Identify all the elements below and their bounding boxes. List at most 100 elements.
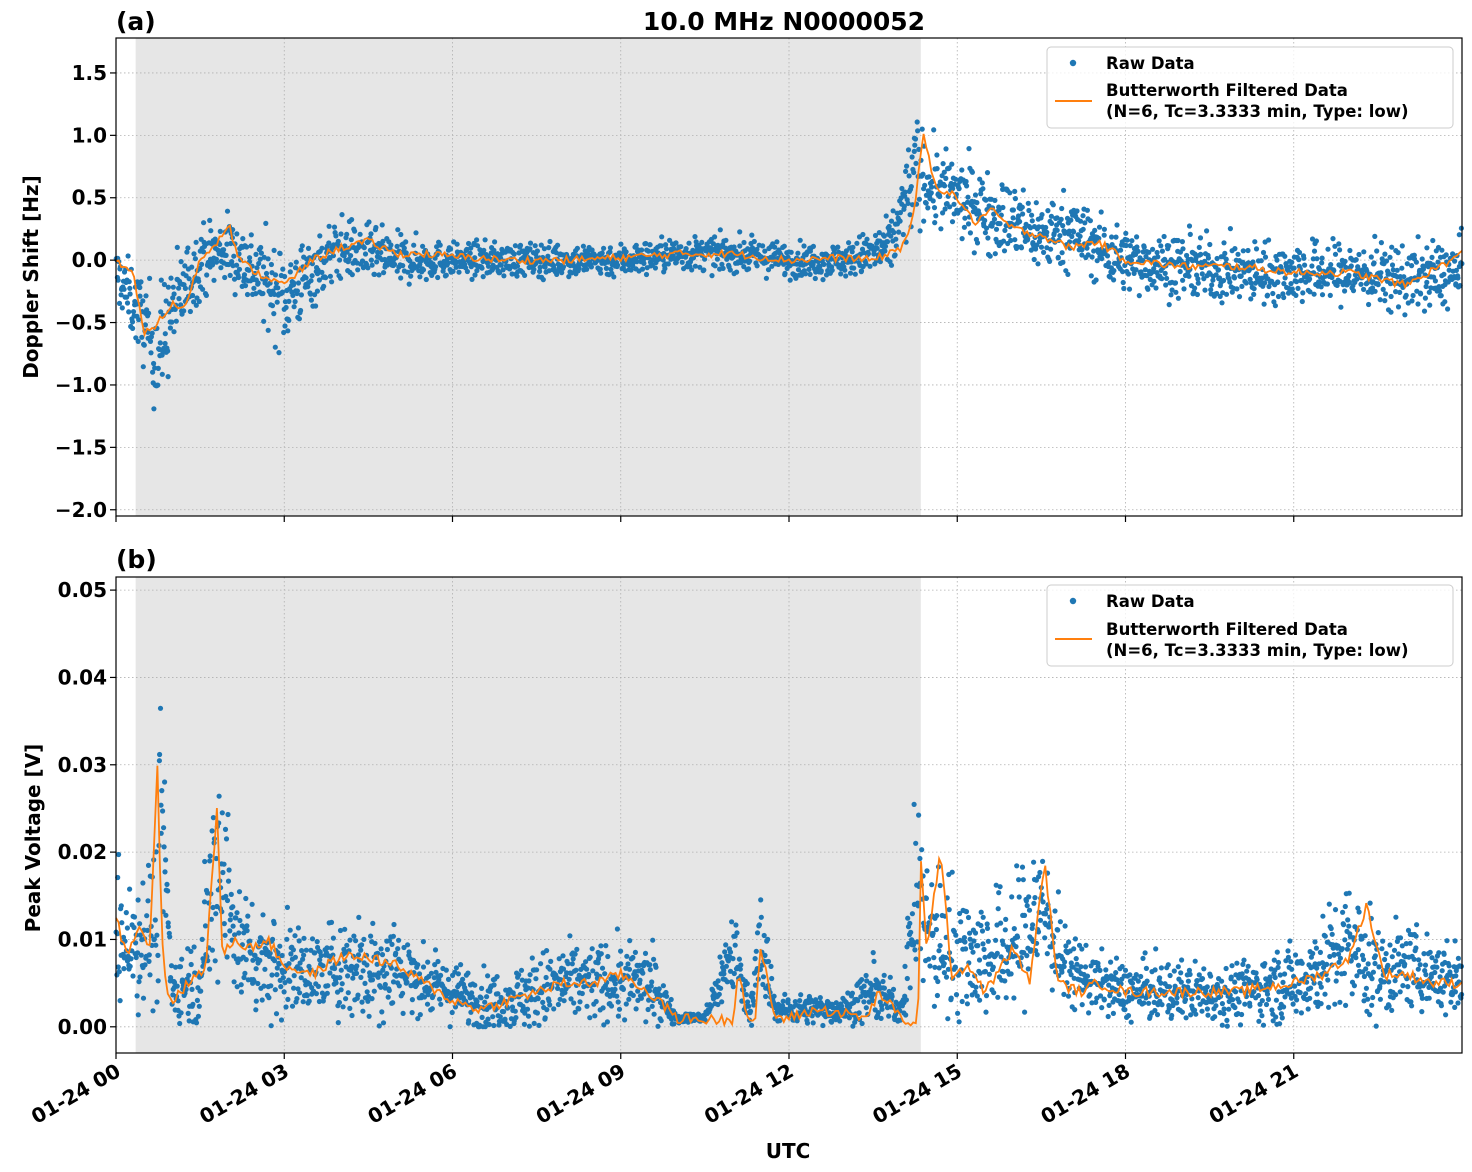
- raw-point: [1049, 220, 1055, 226]
- raw-point: [1285, 948, 1291, 954]
- raw-point: [1409, 298, 1415, 304]
- raw-point: [1156, 238, 1162, 244]
- raw-point: [340, 1004, 346, 1010]
- raw-point: [538, 242, 544, 248]
- raw-point: [1395, 304, 1402, 310]
- raw-point: [1166, 243, 1172, 249]
- raw-point: [997, 221, 1003, 227]
- raw-point: [1113, 955, 1120, 961]
- raw-point: [321, 283, 327, 289]
- raw-point: [301, 952, 307, 958]
- raw-point: [600, 1005, 606, 1011]
- raw-point: [1136, 293, 1142, 299]
- raw-point: [1071, 229, 1077, 235]
- raw-point: [269, 972, 275, 978]
- raw-point: [1422, 295, 1428, 301]
- raw-point: [801, 243, 807, 249]
- raw-point: [965, 914, 972, 921]
- raw-point: [1319, 255, 1325, 261]
- raw-point: [420, 267, 427, 273]
- raw-point: [861, 999, 867, 1005]
- raw-point: [1011, 995, 1017, 1001]
- raw-point: [747, 258, 753, 264]
- raw-point: [313, 991, 319, 997]
- raw-point: [1402, 312, 1408, 318]
- raw-point: [130, 325, 136, 331]
- raw-point: [151, 406, 157, 412]
- raw-point: [190, 1001, 196, 1007]
- raw-point: [196, 1003, 202, 1009]
- raw-point: [882, 243, 889, 249]
- raw-point: [267, 950, 273, 956]
- raw-point: [370, 920, 376, 927]
- raw-point: [1288, 959, 1294, 965]
- raw-point: [1275, 279, 1281, 285]
- raw-point: [342, 926, 348, 932]
- raw-point: [182, 285, 188, 291]
- raw-point: [587, 1015, 593, 1021]
- raw-point: [396, 937, 402, 943]
- raw-point: [156, 758, 162, 764]
- raw-point: [1403, 292, 1409, 298]
- raw-point: [878, 1015, 884, 1022]
- raw-point: [961, 935, 968, 941]
- raw-point: [951, 201, 957, 207]
- raw-point: [919, 126, 925, 132]
- raw-point: [854, 240, 860, 246]
- raw-point: [152, 917, 158, 923]
- raw-point: [970, 949, 976, 955]
- raw-point: [390, 933, 396, 939]
- raw-point: [1057, 919, 1063, 925]
- raw-point: [200, 249, 207, 255]
- raw-point: [167, 325, 173, 331]
- raw-point: [125, 253, 131, 259]
- raw-point: [207, 966, 213, 972]
- raw-point: [299, 948, 305, 954]
- raw-point: [355, 992, 361, 998]
- raw-point: [1125, 1013, 1132, 1019]
- raw-point: [547, 238, 553, 245]
- raw-point: [328, 919, 335, 926]
- raw-point: [161, 825, 167, 831]
- raw-point: [1260, 249, 1267, 256]
- raw-point: [1221, 1011, 1227, 1017]
- raw-point: [692, 234, 698, 240]
- raw-point: [425, 959, 431, 965]
- raw-point: [1443, 252, 1449, 258]
- raw-point: [1037, 869, 1043, 876]
- raw-point: [993, 937, 999, 943]
- raw-point: [859, 1020, 865, 1027]
- raw-point: [369, 996, 375, 1002]
- raw-point: [191, 251, 197, 257]
- raw-point: [196, 278, 202, 284]
- raw-point: [964, 1001, 971, 1007]
- raw-point: [771, 993, 777, 999]
- raw-point: [543, 974, 549, 981]
- raw-point: [174, 244, 180, 250]
- raw-point: [185, 245, 191, 251]
- raw-point: [1319, 260, 1325, 266]
- raw-point: [338, 987, 344, 993]
- raw-point: [150, 1008, 156, 1014]
- raw-point: [649, 1003, 655, 1009]
- raw-point: [729, 919, 735, 925]
- raw-point: [146, 958, 152, 965]
- raw-point: [165, 374, 171, 380]
- raw-point: [116, 851, 122, 858]
- raw-point: [1195, 280, 1201, 286]
- raw-point: [127, 285, 133, 291]
- raw-point: [447, 1024, 453, 1030]
- raw-point: [598, 943, 604, 949]
- raw-point: [973, 984, 979, 990]
- raw-point: [1123, 230, 1129, 236]
- y-tick-label: −1.5: [55, 435, 107, 459]
- raw-point: [286, 961, 292, 967]
- raw-point: [223, 252, 229, 258]
- raw-point: [1180, 277, 1186, 283]
- raw-point: [1303, 991, 1309, 997]
- raw-point: [546, 245, 552, 251]
- raw-point: [673, 240, 679, 246]
- raw-point: [1382, 251, 1388, 257]
- raw-point: [155, 365, 161, 371]
- raw-point: [1245, 247, 1251, 254]
